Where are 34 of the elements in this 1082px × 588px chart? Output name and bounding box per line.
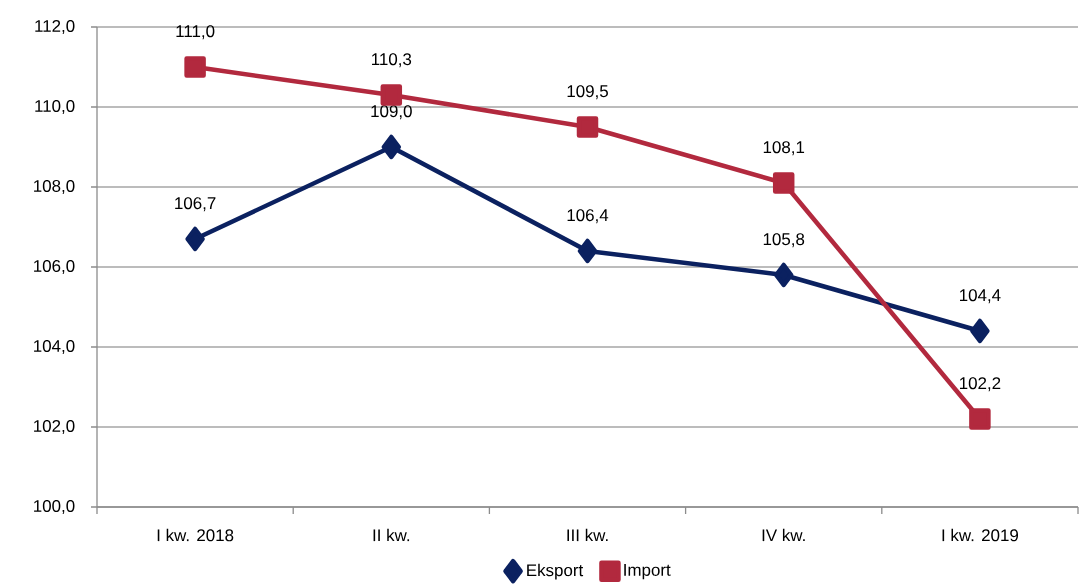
x-tick-label: II kw. (373, 528, 410, 542)
data-label: 111,0 (176, 25, 215, 40)
x-tick-label: I kw. 2018 (157, 528, 234, 542)
y-tick-label: 104,0 (34, 340, 75, 354)
point (184, 56, 206, 78)
data-label: 109,5 (567, 85, 608, 100)
y-tick-label: 100,0 (34, 500, 75, 514)
point (576, 116, 599, 138)
point (970, 318, 990, 344)
data-label: 108,1 (763, 141, 805, 156)
y-tick-label: 108,0 (34, 180, 75, 194)
data-label: 106,7 (175, 197, 216, 212)
point (577, 238, 598, 264)
point (185, 226, 205, 252)
point (772, 172, 795, 194)
data-label: 106,4 (567, 209, 609, 224)
x-tick-label: I kw. 2019 (942, 528, 1019, 542)
legend-label: Eksport (527, 563, 584, 580)
point (969, 408, 991, 430)
y-tick-label: 102,0 (34, 420, 75, 434)
data-label: 110,3 (372, 53, 412, 68)
x-tick-label: IV kw. (762, 528, 805, 542)
legend-label: Import (624, 564, 671, 580)
y-tick-label: 110,0 (35, 100, 75, 114)
x-tick-label: III kw. (567, 528, 608, 542)
point (381, 134, 402, 160)
data-label: 105,8 (763, 233, 805, 248)
y-tick-label: 106,0 (34, 260, 75, 274)
point (773, 262, 794, 288)
data-label: 102,2 (960, 377, 1001, 392)
point (380, 84, 403, 106)
data-label: 104,4 (960, 289, 1001, 304)
data-label: 109,0 (371, 105, 412, 120)
y-tick-label: 112,0 (35, 20, 75, 34)
